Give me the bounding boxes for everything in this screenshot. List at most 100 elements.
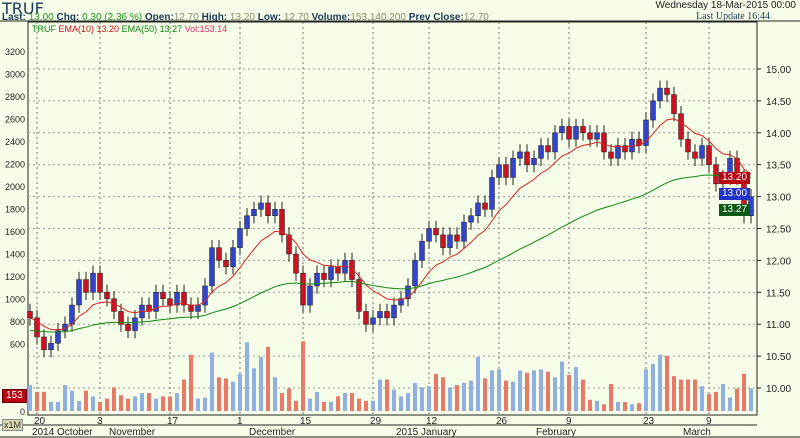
volume-bar [588, 399, 592, 411]
candle [412, 260, 418, 287]
candle [118, 311, 124, 325]
candle [237, 228, 243, 248]
volume-bar [672, 376, 676, 411]
volume-bar [420, 387, 424, 411]
month-label: February [536, 427, 576, 438]
volume-bar [161, 396, 165, 411]
high-label: High: [201, 12, 228, 23]
volume-bar [735, 388, 739, 411]
volume-bar [357, 398, 361, 411]
volume-bar [70, 390, 74, 411]
candle [426, 228, 432, 242]
plot-area [27, 21, 758, 416]
candle [34, 317, 40, 338]
candle [307, 285, 313, 306]
legend-symbol: TRUF [32, 24, 56, 34]
volume-bar [623, 402, 627, 411]
left-axis-label: 600 [10, 340, 25, 350]
month-label: December [249, 427, 296, 438]
candle [181, 292, 187, 306]
volume-bar [336, 396, 340, 411]
left-axis-label: 3200 [5, 47, 25, 57]
left-axis-label: 2000 [5, 182, 25, 192]
date-tick-label: 20 [34, 416, 46, 427]
volume-bar [259, 357, 263, 411]
candle [209, 247, 215, 287]
volume-marker: 153 [2, 389, 27, 403]
volume-bar [231, 381, 235, 411]
volume-bar [609, 384, 613, 411]
candle [706, 145, 712, 165]
candle [468, 215, 474, 223]
volume-bar [112, 387, 116, 411]
volume-bar [238, 373, 242, 411]
volume-bar [483, 378, 487, 411]
open-value: 12.70 [173, 12, 199, 23]
candle [153, 292, 159, 312]
volume-bar [686, 379, 690, 411]
candle [230, 247, 236, 268]
volume-bar [203, 397, 207, 411]
month-label: March [683, 427, 711, 438]
left-axis-label: 0 [20, 407, 25, 417]
last-price-marker: 13.00 [719, 188, 751, 200]
candle [510, 158, 516, 178]
left-axis-label: 1200 [5, 272, 25, 282]
candle [699, 145, 705, 159]
left-axis-label: 1600 [5, 227, 25, 237]
volume-bar [385, 379, 389, 411]
date-tick-label: 9 [706, 416, 712, 427]
right-axis-label: 11.00 [766, 320, 791, 331]
volume-bar [322, 402, 326, 411]
candle [622, 145, 628, 153]
candle [370, 317, 376, 325]
candle [83, 279, 89, 293]
candle [384, 311, 390, 319]
volume-bar [616, 402, 620, 411]
date-tick-label: 29 [370, 416, 382, 427]
left-axis-label: 2200 [5, 160, 25, 170]
volume-bar [651, 363, 655, 411]
volume-bar [721, 384, 725, 411]
volume-bar [224, 378, 228, 411]
low-label: Low: [257, 12, 282, 23]
candle [531, 158, 537, 165]
candle [545, 145, 551, 153]
volume-bar [679, 379, 683, 411]
volume-bar [175, 393, 179, 411]
date-tick-label: 3 [97, 416, 103, 427]
volume-bar [315, 391, 319, 411]
right-axis-label: 14.50 [766, 97, 791, 108]
candle [419, 241, 425, 261]
candle [160, 292, 166, 299]
right-axis-label: 14.00 [766, 129, 791, 140]
volume-bar [35, 391, 39, 411]
candle [587, 132, 593, 140]
volume-bar [413, 382, 417, 411]
volume-bar [714, 391, 718, 411]
candle [559, 126, 565, 134]
candle [594, 132, 600, 140]
candle [321, 272, 327, 280]
volume-bar [154, 398, 158, 411]
candle [293, 253, 299, 274]
quote-line: Last: 13.00 Chg: 0.30 (2.36 %) Open:12.7… [2, 12, 489, 23]
volume-bar [441, 377, 445, 411]
volume-bar [504, 380, 508, 411]
volume-bar [105, 398, 109, 411]
volume-bar [707, 394, 711, 411]
candle [524, 151, 530, 165]
volume-bar [119, 395, 123, 411]
volume-bar [350, 393, 354, 411]
volume-bar [364, 400, 368, 411]
candle [104, 292, 110, 299]
right-axis-label: 11.50 [766, 288, 791, 299]
volume-bar [133, 396, 137, 411]
left-axis-label: 2400 [5, 137, 25, 147]
candle [251, 209, 257, 216]
date-tick-label: 1 [237, 416, 243, 427]
candle [615, 145, 621, 159]
volume-scale-button[interactable]: x1M [2, 419, 24, 431]
